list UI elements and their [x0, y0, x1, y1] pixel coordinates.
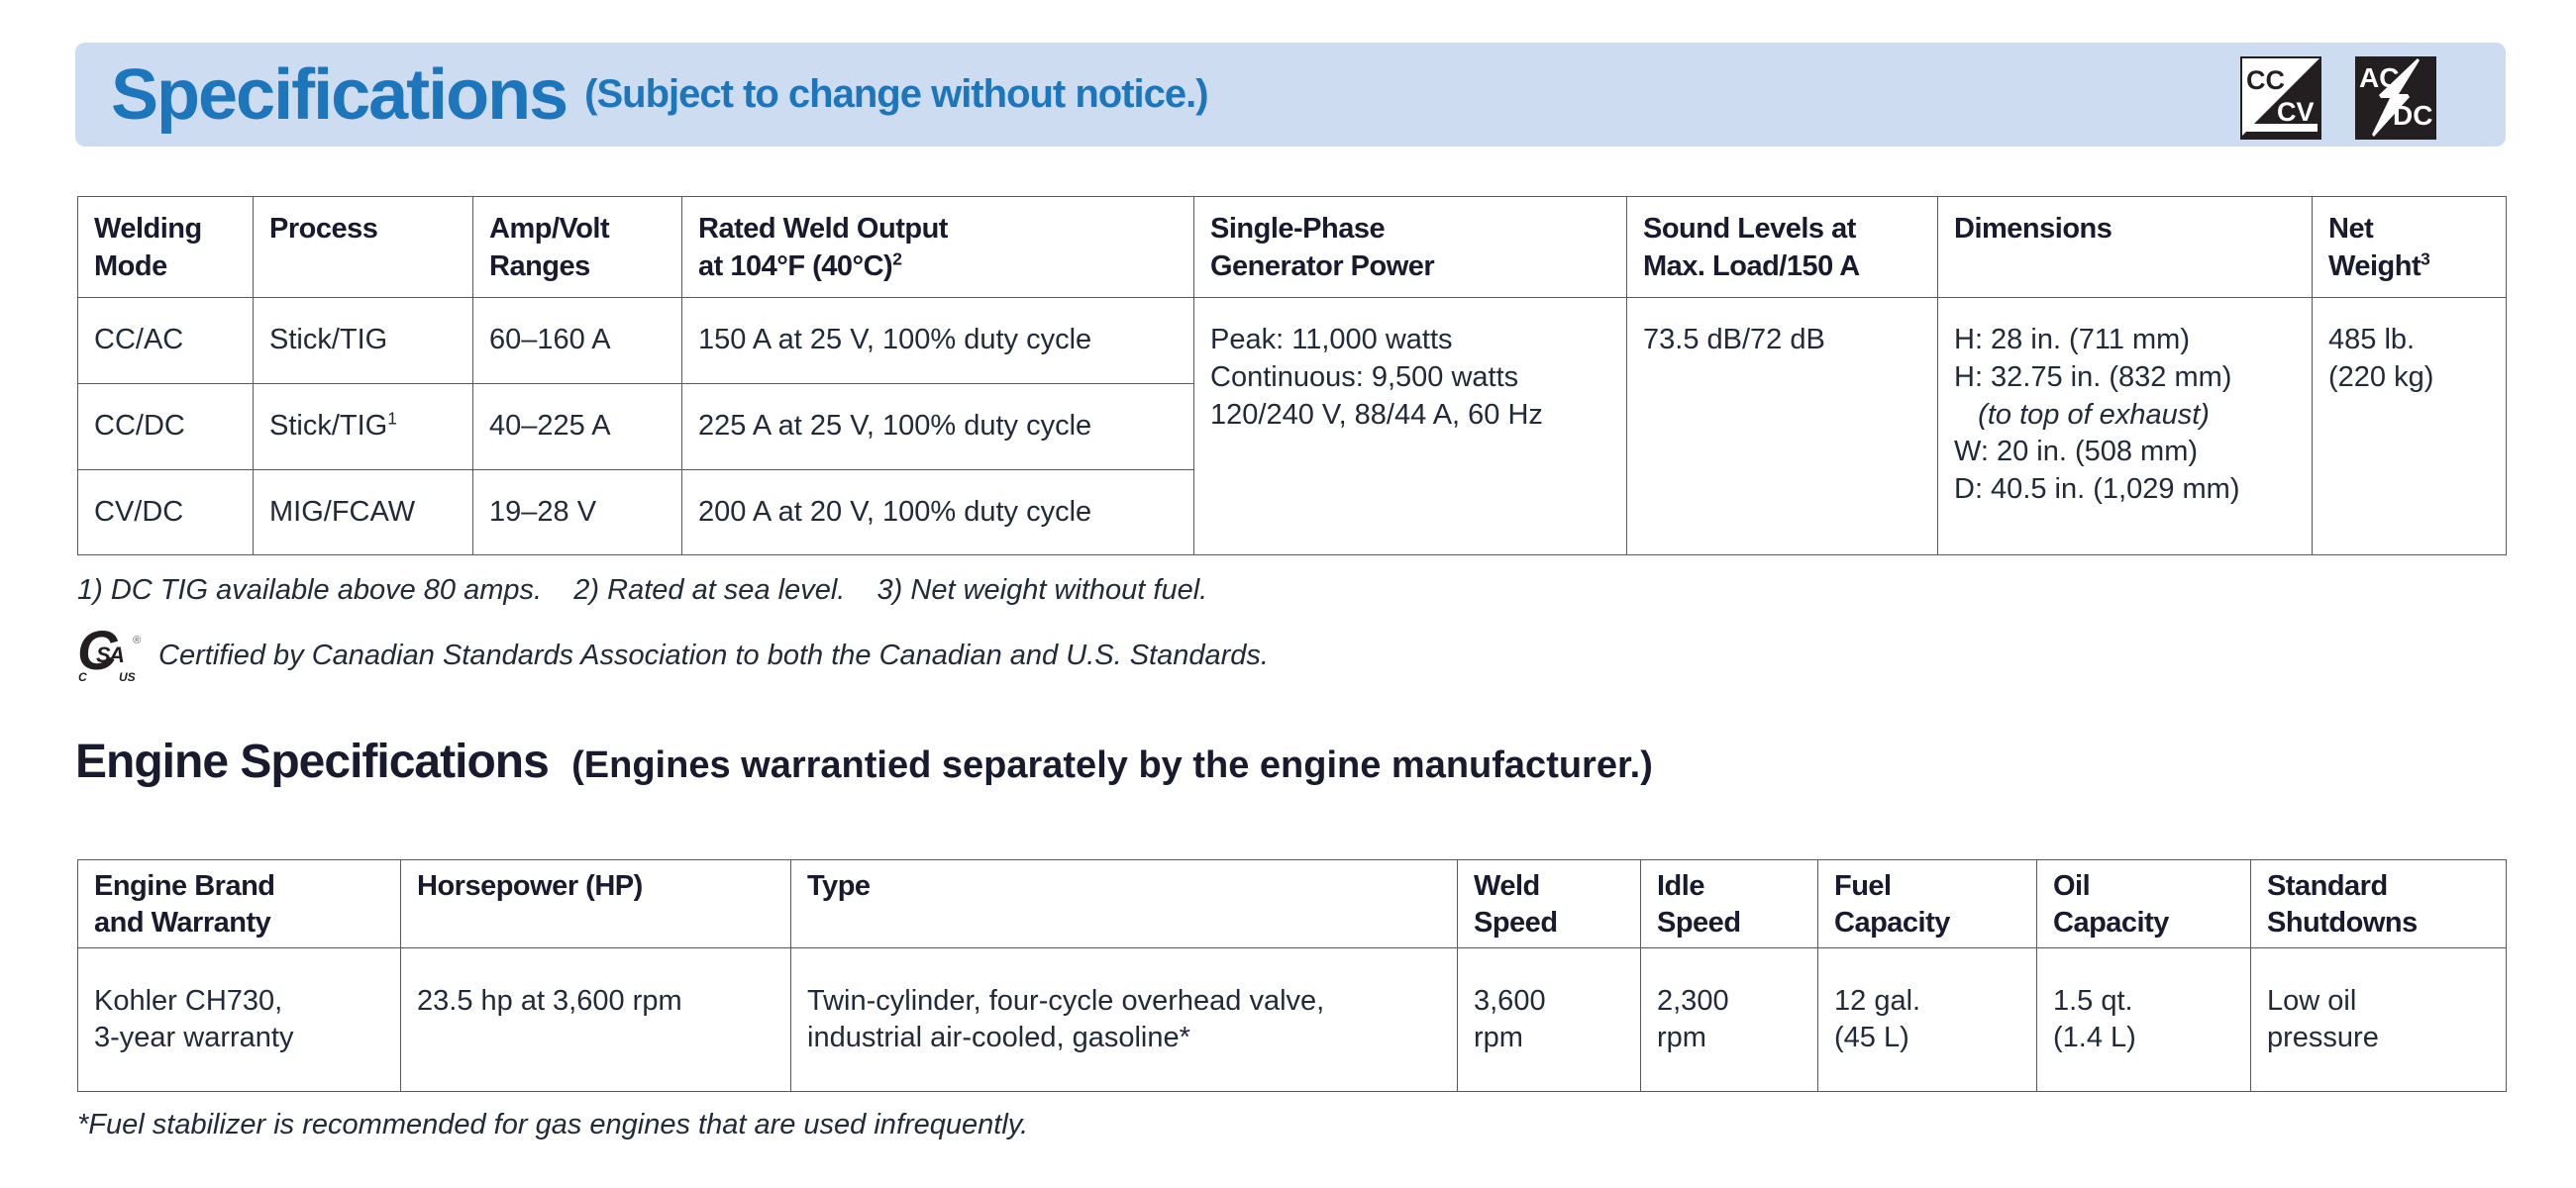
svg-text:CC: CC	[2246, 65, 2285, 95]
svg-text:C: C	[78, 670, 87, 683]
svg-text:®: ®	[133, 635, 142, 646]
svg-text:US: US	[119, 670, 136, 683]
svg-text:A: A	[108, 643, 125, 667]
svg-text:CV: CV	[2277, 97, 2315, 127]
